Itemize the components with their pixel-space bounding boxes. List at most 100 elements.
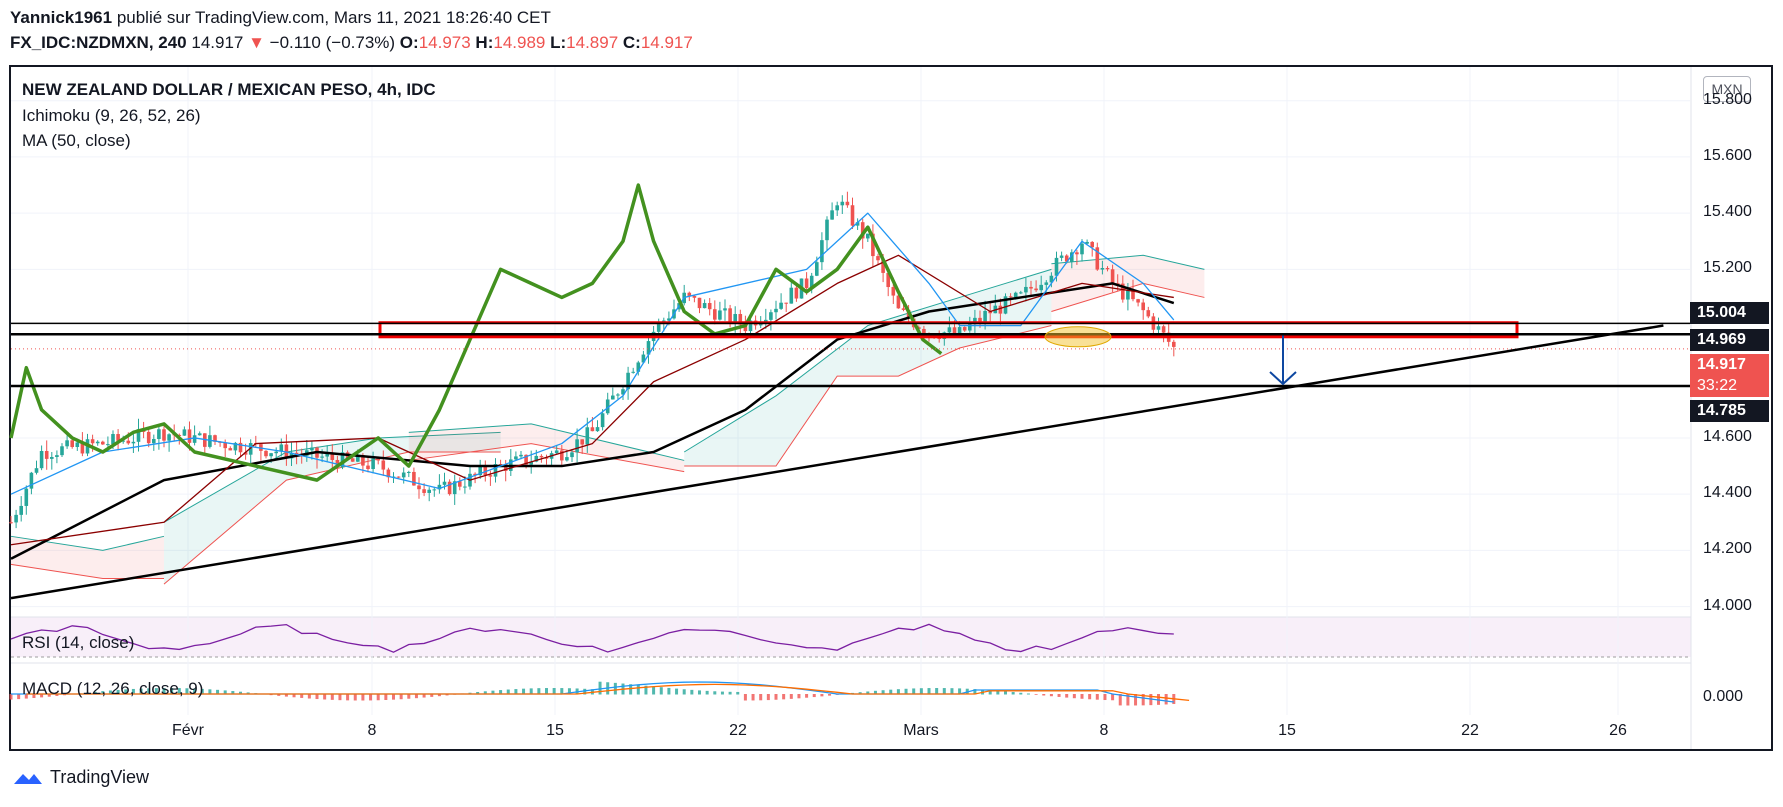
- macd-histogram-bar: [698, 690, 701, 695]
- candle-body: [325, 454, 329, 457]
- candle-body: [146, 431, 151, 444]
- senkou-a-line: [408, 423, 685, 461]
- macd-histogram-bar: [659, 687, 663, 695]
- macd-histogram-bar: [514, 689, 518, 695]
- senkou-b-line: [684, 325, 1052, 467]
- candle-body: [554, 450, 559, 454]
- candle-body: [29, 472, 34, 489]
- candle-body: [713, 309, 717, 320]
- macd-legend[interactable]: MACD (12, 26, close, 9): [22, 679, 204, 698]
- candle-body: [248, 443, 253, 455]
- x-tick-label: 8: [367, 722, 377, 739]
- macd-histogram-bar: [866, 691, 870, 695]
- macd-histogram-bar: [47, 694, 51, 697]
- tradingview-logo-icon[interactable]: [12, 768, 44, 788]
- macd-histogram-bar: [277, 694, 281, 696]
- candle-body: [519, 454, 523, 457]
- signal-line: [26, 683, 1190, 702]
- candle-body: [667, 318, 671, 321]
- candle-body: [733, 314, 737, 324]
- macd-histogram-bar: [1034, 694, 1038, 695]
- macd-histogram-bar: [392, 694, 395, 700]
- macd-histogram-bar: [682, 689, 686, 695]
- macd-histogram-bar: [598, 681, 602, 695]
- candle-body: [529, 461, 533, 465]
- macd-histogram-bar: [437, 694, 441, 697]
- macd-histogram-bar: [422, 694, 426, 698]
- candle-body: [126, 440, 131, 444]
- candle-body: [228, 448, 233, 451]
- macd-histogram-bar: [996, 690, 1000, 695]
- macd-histogram-bar: [537, 688, 541, 695]
- candle-body: [157, 429, 161, 440]
- candle-body: [809, 275, 814, 288]
- grid-lines: [11, 67, 1690, 715]
- candle-body: [641, 354, 646, 363]
- candle-body: [44, 450, 49, 459]
- ma-legend[interactable]: MA (50, close): [22, 131, 131, 150]
- senkou-b-line: [10, 563, 164, 579]
- candle-body: [223, 442, 227, 449]
- ichimoku-legend[interactable]: Ichimoku (9, 26, 52, 26): [22, 106, 201, 125]
- brand-name[interactable]: TradingView: [50, 767, 150, 787]
- price-tag-resistance: 14.969: [1690, 329, 1769, 351]
- candle-body: [835, 205, 839, 211]
- macd-histogram-bar: [736, 691, 740, 695]
- candle-body: [478, 466, 482, 476]
- candle-body: [111, 434, 115, 445]
- rsi-legend[interactable]: RSI (14, close): [22, 633, 135, 652]
- macd-histogram-bar: [552, 688, 556, 695]
- candle-body: [422, 489, 426, 493]
- macd-histogram-bar: [828, 694, 832, 696]
- price-tag-last: 14.917: [1690, 354, 1769, 376]
- candle-body: [1013, 292, 1018, 298]
- ichimoku-cloud: [10, 254, 1205, 585]
- candle-body: [886, 272, 890, 288]
- macd-histogram-bar: [713, 691, 717, 695]
- candle-body: [366, 465, 370, 470]
- candle-body: [794, 287, 799, 299]
- candle-body: [95, 441, 100, 444]
- candle-body: [774, 308, 778, 313]
- candle-body: [876, 256, 880, 261]
- candle-body: [957, 327, 962, 334]
- candle-body: [631, 371, 635, 373]
- price-tag-support: 14.785: [1690, 400, 1769, 422]
- candle-body: [401, 472, 406, 478]
- macd-histogram-bar: [1164, 694, 1168, 705]
- candle-body: [539, 455, 544, 458]
- candle-body: [901, 308, 906, 310]
- candle-body: [65, 440, 69, 447]
- candle-body: [269, 453, 273, 457]
- candle-body: [1044, 282, 1049, 285]
- macd-histogram-bar: [116, 689, 120, 695]
- candle-body: [815, 262, 819, 276]
- macd-histogram-bar: [200, 688, 204, 695]
- candle-body: [294, 452, 299, 455]
- candle-body: [396, 476, 401, 478]
- candle-body: [830, 210, 834, 220]
- candle-body: [626, 372, 630, 390]
- macd-histogram-bar: [705, 690, 709, 695]
- macd-histogram-bar: [1072, 694, 1076, 699]
- candle-body: [233, 442, 238, 451]
- candle-body: [1085, 241, 1089, 244]
- candle-body: [1039, 284, 1043, 291]
- candle-body: [39, 450, 44, 469]
- x-tick-label: 8: [1099, 722, 1109, 739]
- macd-histogram-bar: [1049, 694, 1053, 697]
- author-name[interactable]: Yannick1961: [10, 8, 113, 27]
- currency-button[interactable]: MXN: [1703, 76, 1751, 102]
- macd-histogram-bar: [896, 689, 900, 695]
- candle-body: [473, 473, 477, 476]
- candle-body: [162, 429, 166, 441]
- candle-body: [850, 205, 855, 226]
- candle-body: [136, 429, 141, 442]
- macd-histogram-bar: [636, 684, 640, 695]
- candle-body: [998, 305, 1003, 314]
- candle-body: [891, 287, 896, 296]
- candle-body: [565, 457, 569, 461]
- x-tick-label: 15: [546, 722, 564, 739]
- candle-body: [983, 310, 987, 322]
